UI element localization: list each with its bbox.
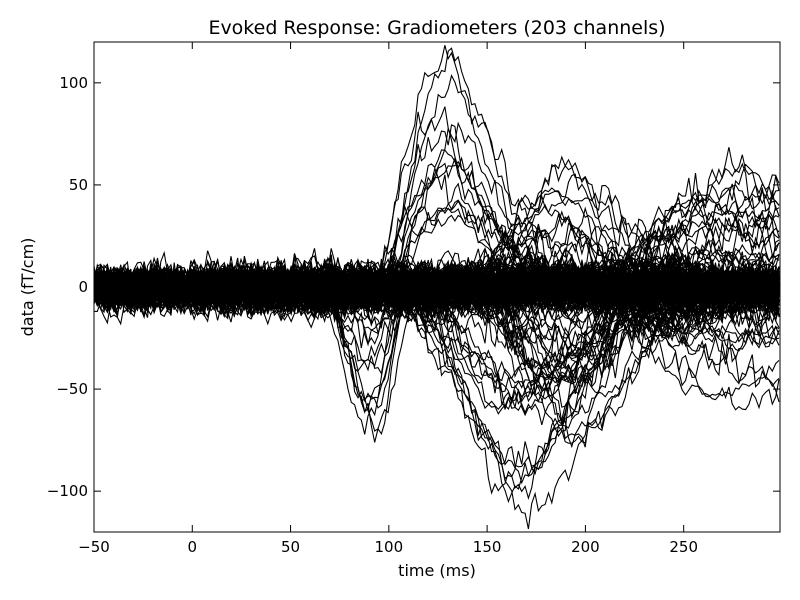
x-tick-label: 0 (188, 538, 198, 556)
channel-trace (94, 262, 780, 317)
channel-traces (94, 45, 780, 530)
x-tick-label: −50 (78, 538, 110, 556)
channel-trace (94, 263, 780, 313)
y-tick-label: 100 (59, 74, 88, 92)
channel-trace (94, 265, 780, 349)
channel-trace (94, 160, 780, 297)
x-tick-label: 150 (473, 538, 502, 556)
chart-title: Evoked Response: Gradiometers (203 chann… (208, 17, 665, 39)
x-axis-label: time (ms) (398, 561, 476, 580)
x-tick-label: 100 (375, 538, 404, 556)
channel-trace (94, 267, 780, 501)
y-tick-label: 0 (78, 278, 88, 296)
x-tick-label: 50 (281, 538, 300, 556)
y-tick-label: 50 (69, 176, 88, 194)
y-tick-label: −50 (56, 380, 88, 398)
channel-trace (94, 276, 780, 352)
x-tick-label: 250 (669, 538, 698, 556)
y-axis-label: data (fT/cm) (18, 238, 37, 337)
x-tick-label: 200 (571, 538, 600, 556)
y-tick-label: −100 (47, 482, 88, 500)
axis-ticks: −50 0 50 100 150 200 250 −100 −50 0 50 100 (47, 42, 780, 556)
channel-trace (94, 222, 780, 312)
